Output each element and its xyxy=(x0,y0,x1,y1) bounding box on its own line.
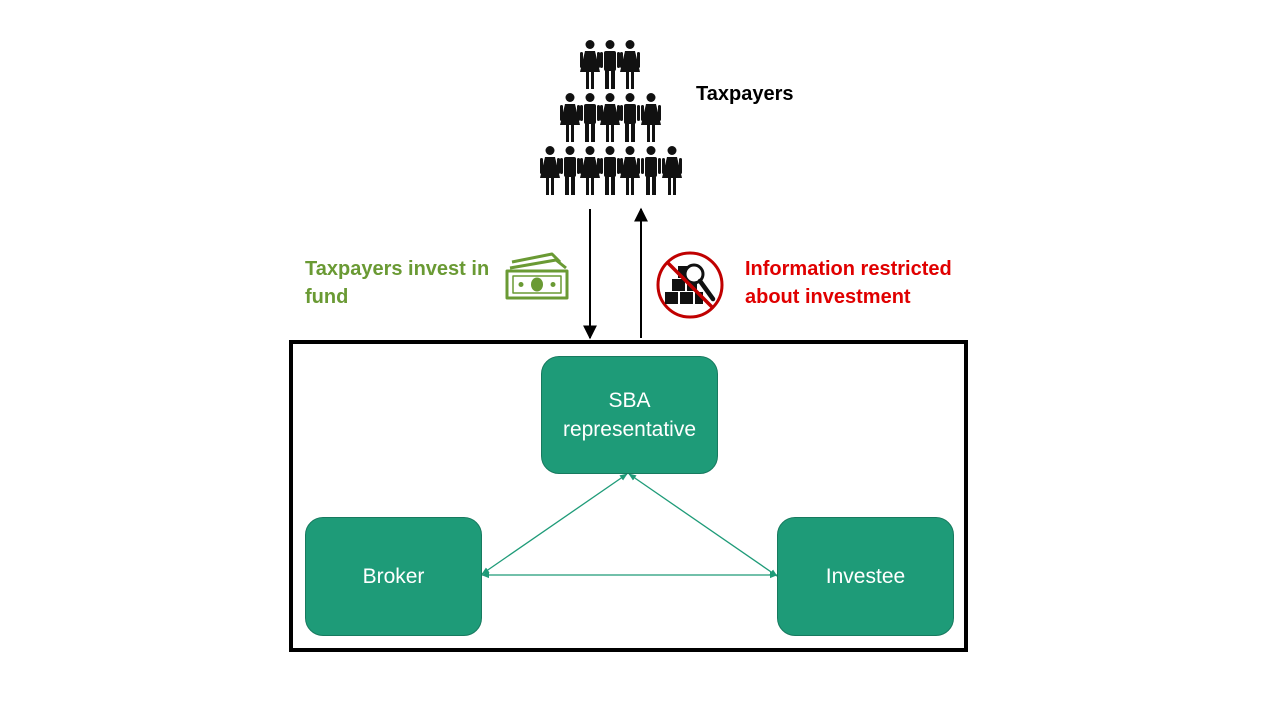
broker-label: Broker xyxy=(362,565,425,588)
restricted-label: Information restricted about investment xyxy=(745,258,952,308)
crowd-of-people-icon xyxy=(540,40,682,195)
investee-label: Investee xyxy=(825,565,906,588)
taxpayers-label: Taxpayers xyxy=(696,83,794,105)
sba-representative-label: SBA representative xyxy=(562,389,697,441)
connector-sba-broker xyxy=(481,473,628,575)
fund-boundary-box xyxy=(289,340,968,652)
broker-node: Broker xyxy=(305,517,482,636)
no-information-search-icon xyxy=(656,251,724,319)
investee-node: Investee xyxy=(777,517,954,636)
invest-label: Taxpayers invest in fund xyxy=(305,258,490,308)
banknote-icon xyxy=(505,252,569,300)
connector-sba-investee xyxy=(628,473,778,577)
sba-representative-node: SBA representative xyxy=(541,356,718,474)
